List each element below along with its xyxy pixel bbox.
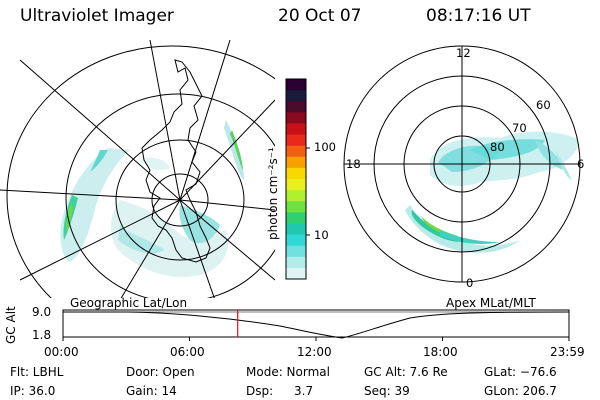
status-filter: Flt: LBHL	[10, 365, 64, 379]
colorbar-cell	[286, 256, 306, 269]
colorbar-cell	[286, 156, 306, 169]
latitude-circles	[6, 45, 275, 298]
mlt-polar-plot	[343, 45, 581, 283]
altitude-strip	[62, 309, 570, 341]
status-glon: GLon: 206.7	[484, 384, 557, 398]
colorbar-cell	[286, 245, 306, 258]
geographic-map	[0, 39, 275, 298]
mlt-label-6: 6	[577, 157, 585, 171]
colorbar-cell	[286, 145, 306, 158]
mlat-label-80: 80	[490, 140, 505, 154]
altitude-time-ticks	[62, 337, 570, 341]
colorbar-unit-label: photon cm⁻²s⁻¹	[266, 147, 280, 240]
altitude-frame	[62, 309, 570, 338]
time-tick-1200: 12:00	[297, 345, 332, 359]
status-ip: IP: 36.0	[10, 384, 56, 398]
status-gc-alt: GC Alt: 7.6 Re	[364, 365, 448, 379]
colorbar	[285, 78, 310, 280]
colorbar-tick-100: 100	[314, 140, 336, 154]
colorbar-cell	[286, 234, 306, 247]
colorbar-cell	[286, 267, 306, 280]
altitude-axis-label: GC Alt	[4, 306, 18, 344]
colorbar-cell	[286, 201, 306, 213]
antarctic-coastline	[141, 59, 211, 263]
time-tick-2359: 23:59	[550, 345, 585, 359]
right-map-caption: Apex MLat/MLT	[446, 296, 536, 310]
colorbar-cell	[286, 123, 306, 136]
instrument-title: Ultraviolet Imager	[20, 6, 174, 26]
mlt-label-18: 18	[346, 157, 361, 171]
status-dsp-label: Dsp:	[246, 384, 274, 398]
altitude-curve	[63, 311, 570, 339]
colorbar-cell	[286, 101, 306, 113]
mlat-label-60: 60	[536, 98, 551, 112]
time-tick-1800: 18:00	[423, 345, 458, 359]
observation-time: 08:17:16 UT	[426, 6, 531, 26]
time-tick-0600: 06:00	[170, 345, 205, 359]
mlt-label-12: 12	[456, 46, 471, 60]
colorbar-cell	[286, 134, 306, 147]
status-glat: GLat: −76.6	[484, 365, 557, 379]
longitude-lines	[0, 39, 275, 298]
colorbar-cell	[286, 167, 306, 180]
status-seq: Seq: 39	[364, 384, 410, 398]
altitude-ymax: 9.0	[32, 305, 52, 319]
status-gain: Gain: 14	[126, 384, 177, 398]
colorbar-cell	[286, 223, 306, 236]
status-mode: Mode: Normal	[246, 365, 330, 379]
time-tick-0000: 00:00	[44, 345, 79, 359]
status-dsp-value: 3.7	[294, 384, 314, 398]
colorbar-cell	[286, 79, 306, 91]
altitude-ymin: 1.8	[32, 328, 52, 342]
status-door: Door: Open	[126, 365, 195, 379]
colorbar-cell	[286, 190, 306, 202]
colorbar-cell	[286, 112, 306, 124]
colorbar-cell	[286, 212, 306, 224]
mlat-label-70: 70	[512, 121, 527, 135]
mlt-label-0: 0	[466, 276, 474, 290]
observation-date: 20 Oct 07	[278, 6, 362, 26]
colorbar-cell	[286, 90, 306, 102]
colorbar-tick-10: 10	[314, 228, 329, 242]
colorbar-cell	[286, 179, 306, 191]
left-map-caption: Geographic Lat/Lon	[70, 296, 188, 310]
mlt-meridians	[344, 46, 580, 282]
